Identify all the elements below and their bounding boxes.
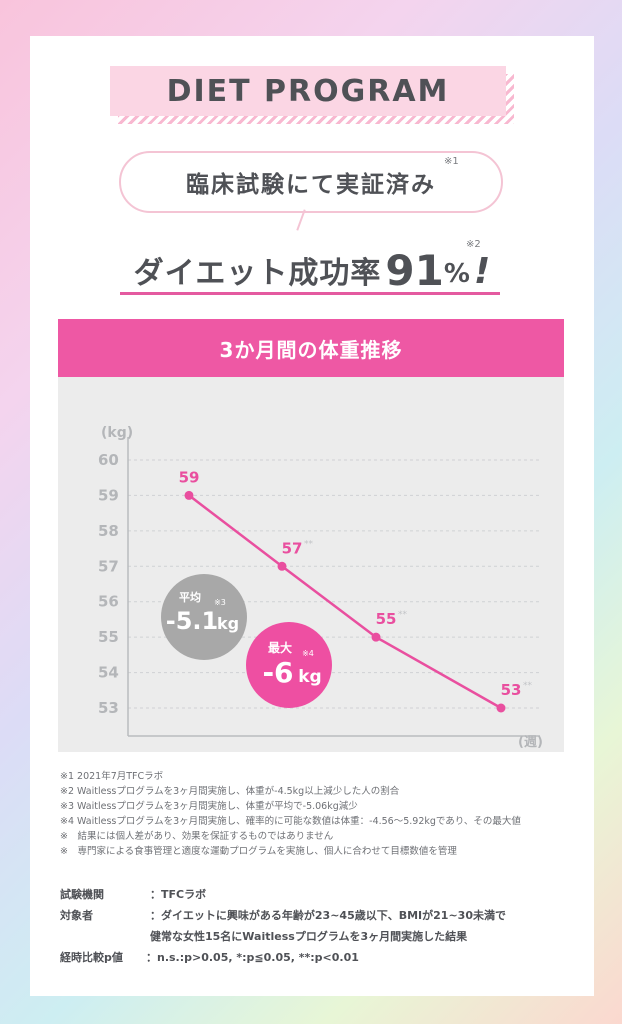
footnote: ※1 2021年7月TFCラボ (60, 771, 164, 782)
page-title: DIET PROGRAM (166, 73, 450, 109)
headline-underline (120, 292, 500, 295)
footnotes: ※1 2021年7月TFCラボ ※2 Waitlessプログラムを3ヶ月間実施し… (60, 769, 580, 859)
data-point (496, 703, 506, 713)
subject-value: ：ダイエットに興味がある年齢が23~45歳以下、BMIが21~30未満で (150, 909, 506, 922)
y-tick-label: 53 (98, 699, 119, 717)
data-point (371, 632, 381, 642)
y-tick-label: 58 (98, 522, 119, 540)
data-label: 57 (282, 539, 303, 557)
data-label: 55 (376, 610, 397, 628)
footnote: ※ 専門家による食事管理と適度な運動プログラムを実施し、個人に合わせて目標数値を… (60, 846, 457, 857)
data-label: 59 (179, 468, 200, 486)
subject-label: 対象者 (60, 909, 93, 922)
x-tick-label: 12w (447, 749, 482, 752)
x-tick-label: 4w (233, 749, 257, 752)
claim-text: 臨床試験にて実証済み (186, 172, 436, 198)
institution-value: ：TFCラボ (150, 888, 207, 901)
headline-unit: % (443, 259, 470, 289)
data-point (184, 490, 194, 500)
y-tick-label: 59 (98, 486, 119, 504)
footnote: ※4 Waitlessプログラムを3ヶ月間実施し、確率的に可能な数値は体重：-4… (60, 816, 521, 827)
max-loss-value: -6 (262, 656, 293, 689)
max-loss-label: 最大 (268, 640, 292, 655)
institution-row: 試験機関 ：TFCラボ (60, 884, 580, 905)
subject-row-continued: 健常な女性15名にWaitlessプログラムを3ヶ月間実施した結果 (60, 926, 580, 947)
average-loss-circle (161, 574, 247, 660)
max-loss-unit: kg (298, 667, 321, 687)
average-loss-value: -5.1 (166, 607, 218, 635)
subject-row: 対象者 ：ダイエットに興味がある年齢が23~45歳以下、BMIが21~30未満で (60, 905, 580, 926)
pvalue-row: 経時比較p値 ：n.s.:p>0.05, *:p≦0.05, **:p<0.01 (60, 947, 580, 968)
weight-series-line (188, 494, 502, 710)
y-tick-label: 55 (98, 628, 119, 646)
headline-footnote-mark: ※2 (466, 239, 481, 250)
y-axis-label: (kg) (101, 425, 133, 441)
subject-value-continued: 健常な女性15名にWaitlessプログラムを3ヶ月間実施した結果 (150, 930, 468, 943)
max-loss-footnote: ※4 (302, 649, 314, 658)
claim-footnote-mark: ※1 (444, 156, 459, 167)
y-tick-label: 57 (98, 557, 119, 575)
pvalue-label: 経時比較p値 (60, 951, 123, 964)
y-tick-label: 56 (98, 593, 119, 611)
significance-mark: ** (304, 539, 314, 549)
significance-mark: ** (523, 681, 533, 691)
headline-text: ダイエット成功率 (133, 256, 382, 291)
average-loss-unit: kg (217, 614, 239, 633)
claim-bubble: 臨床試験にて実証済み (119, 151, 503, 213)
data-point (277, 561, 287, 571)
footnote: ※ 結果には個人差があり、効果を保証するものではありません (60, 831, 334, 842)
max-loss-circle (246, 622, 332, 708)
average-loss-label: 平均 (179, 590, 201, 604)
title-banner: DIET PROGRAM (110, 66, 514, 124)
footnote: ※2 Waitlessプログラムを3ヶ月間実施し、体重が-4.5kg以上減少した… (60, 786, 400, 797)
headline-exclamation: ! (473, 251, 491, 292)
average-loss-footnote: ※3 (214, 598, 226, 607)
content-card: DIET PROGRAM 臨床試験にて実証済み ※1 ダイエット成功率 91 %… (30, 36, 594, 996)
x-axis-label: (週) (518, 735, 543, 750)
chart-title: 3か月間の体重推移 (219, 337, 403, 362)
y-tick-label: 54 (98, 664, 119, 682)
x-tick-label: 8w (327, 749, 351, 752)
significance-mark: ** (398, 610, 408, 620)
study-info: 試験機関 ：TFCラボ 対象者 ：ダイエットに興味がある年齢が23~45歳以下、… (60, 884, 580, 968)
footnote: ※3 Waitlessプログラムを3ヶ月間実施し、体重が平均で-5.06kg減少 (60, 801, 358, 812)
headline-value: 91 (385, 246, 444, 295)
success-rate-headline: ダイエット成功率 91 % ! (112, 234, 512, 294)
chart-header: 3か月間の体重推移 (58, 319, 564, 377)
data-label: 53 (501, 681, 522, 699)
institution-label: 試験機関 (60, 888, 104, 901)
x-tick-label: 0w (140, 749, 164, 752)
weight-chart: (kg) 60 59 58 57 56 55 54 53 (週) 0w 4w 8w 12w 平均 ※3-5.1… (58, 377, 564, 752)
title-box: DIET PROGRAM (110, 66, 506, 116)
y-tick-label: 60 (98, 451, 119, 469)
pvalue-value: ：n.s.:p>0.05, *:p≦0.05, **:p<0.01 (146, 951, 359, 964)
weight-chart-svg: (kg) 60 59 58 57 56 55 54 53 (週) 0w 4w 8w 12w 平均 ※3-5.1… (98, 425, 543, 752)
